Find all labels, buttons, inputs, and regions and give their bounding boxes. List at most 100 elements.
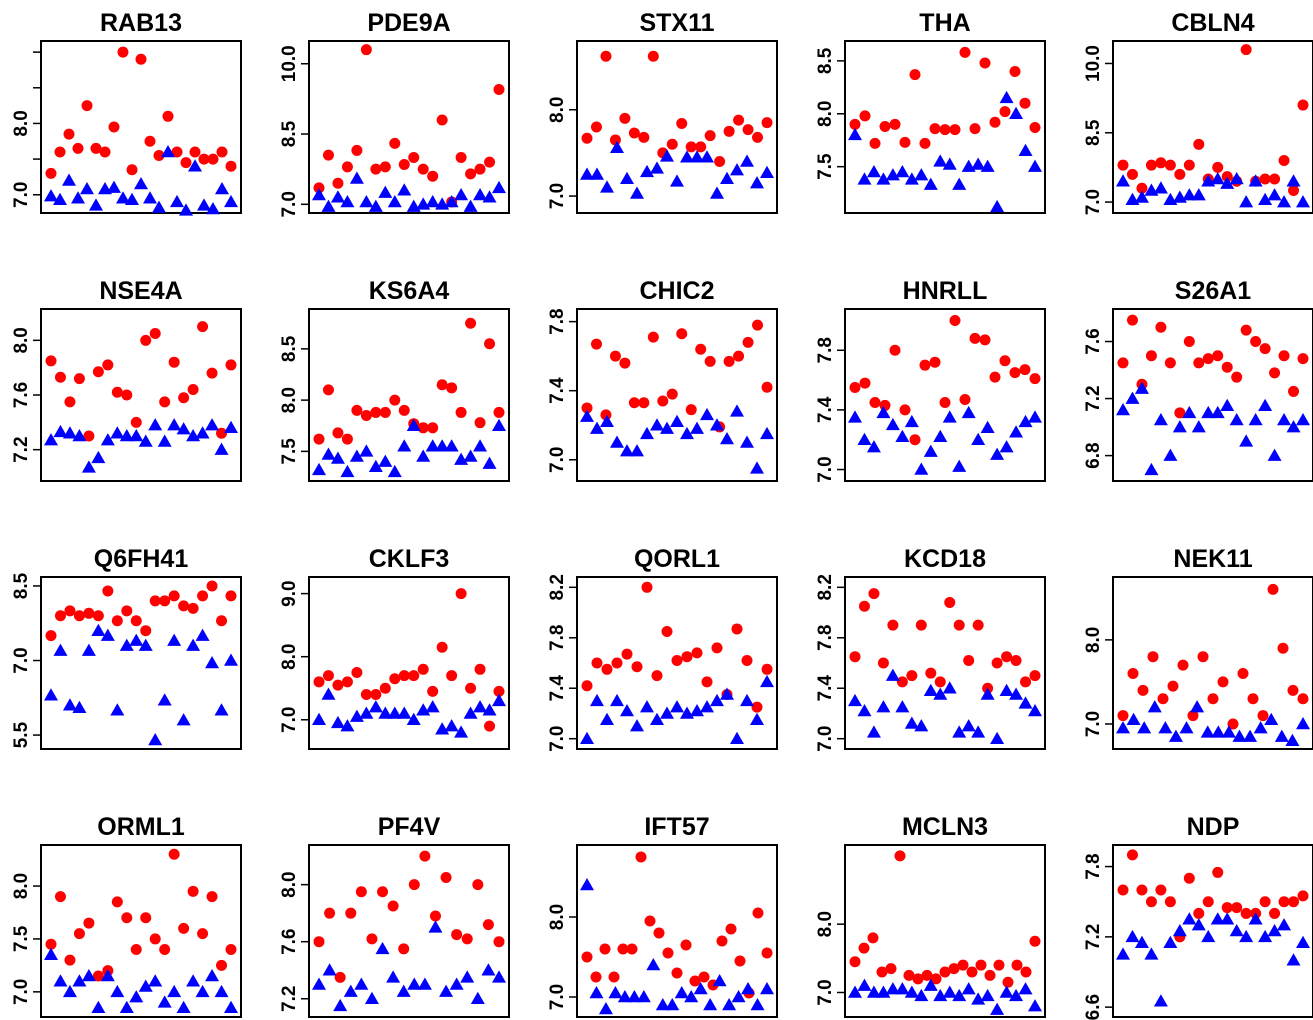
point-blue-triangle-orml1 <box>62 984 77 998</box>
point-blue-triangle-mcln3 <box>1028 999 1042 1012</box>
panel-title-stx11: STX11 <box>639 9 714 37</box>
point-blue-triangle-chic2 <box>760 426 774 440</box>
point-red-circle-nek11 <box>1167 680 1179 692</box>
point-red-circle-s26a1 <box>1212 350 1224 362</box>
point-blue-triangle-mcln3 <box>990 1002 1005 1015</box>
point-red-circle-nse4a <box>45 355 57 367</box>
point-red-circle-cklf3 <box>493 685 505 697</box>
point-red-circle-cklf3 <box>484 720 496 732</box>
point-red-circle-pde9a <box>465 168 477 180</box>
point-red-circle-mcln3 <box>975 959 987 971</box>
point-blue-triangle-nse4a <box>100 433 115 446</box>
point-red-circle-pde9a <box>455 151 467 163</box>
point-blue-triangle-ift57 <box>731 990 746 1003</box>
point-blue-triangle-ks6a4 <box>349 449 364 462</box>
point-blue-triangle-hnrll <box>866 440 881 453</box>
point-red-circle-kcd18 <box>991 657 1003 669</box>
point-red-circle-cklf3 <box>465 682 477 694</box>
point-red-circle-rab13 <box>153 150 165 162</box>
point-blue-triangle-stx11 <box>640 164 654 178</box>
point-red-circle-s26a1 <box>1221 361 1233 373</box>
point-red-circle-orml1 <box>130 944 142 956</box>
point-blue-triangle-tha <box>848 127 862 141</box>
point-red-circle-orml1 <box>225 944 237 956</box>
point-red-circle-rab13 <box>216 146 228 158</box>
point-blue-triangle-ks6a4 <box>321 447 336 460</box>
point-blue-triangle-ndp <box>1201 929 1216 943</box>
point-red-circle-stx11 <box>581 132 593 144</box>
point-red-circle-chic2 <box>666 388 678 400</box>
point-blue-triangle-cbln4 <box>1153 181 1168 194</box>
point-blue-triangle-qorl1 <box>740 693 754 707</box>
point-red-circle-rab13 <box>180 157 192 169</box>
y-tick-label-ift57: 8.0 <box>547 904 568 930</box>
point-blue-triangle-hnrll <box>904 414 919 428</box>
point-blue-triangle-chic2 <box>700 407 714 421</box>
point-blue-triangle-orml1 <box>195 984 210 998</box>
point-red-circle-stx11 <box>609 134 621 146</box>
point-blue-triangle-qorl1 <box>730 731 744 744</box>
point-red-circle-nse4a <box>187 384 199 396</box>
point-red-circle-pf4v <box>440 872 452 884</box>
point-red-circle-hnrll <box>929 356 941 368</box>
point-blue-triangle-mcln3 <box>914 988 929 1002</box>
point-blue-triangle-pde9a <box>349 171 364 184</box>
point-blue-triangle-ift57 <box>760 982 774 995</box>
point-blue-triangle-orml1 <box>148 974 163 987</box>
point-red-circle-cbln4 <box>1136 182 1148 194</box>
plot-frame-mcln3 <box>844 844 1046 1018</box>
point-red-circle-rab13 <box>54 146 66 158</box>
point-red-circle-pf4v <box>355 886 367 898</box>
point-blue-triangle-cbln4 <box>1239 195 1254 208</box>
point-blue-triangle-rab13 <box>107 180 121 193</box>
point-red-circle-nse4a <box>178 392 190 404</box>
y-tick-label-cbln4: 8.5 <box>1083 119 1104 146</box>
y-tick-label-stx11: 8.0 <box>547 97 568 123</box>
point-blue-triangle-ndp <box>1296 935 1310 948</box>
point-red-circle-q6fh41 <box>45 630 57 642</box>
point-red-circle-pde9a <box>389 137 401 149</box>
point-blue-triangle-orml1 <box>91 1000 106 1013</box>
point-blue-triangle-pf4v <box>312 977 326 990</box>
point-red-circle-stx11 <box>676 118 688 130</box>
point-red-circle-kcd18 <box>877 657 889 669</box>
point-blue-triangle-pde9a <box>425 194 440 208</box>
point-red-circle-tha <box>979 57 991 69</box>
point-red-circle-s26a1 <box>1240 324 1252 336</box>
point-blue-triangle-cklf3 <box>321 687 336 700</box>
point-red-circle-hnrll <box>1009 367 1021 379</box>
point-blue-triangle-pde9a <box>482 190 497 203</box>
point-blue-triangle-qorl1 <box>640 700 654 713</box>
point-red-circle-cklf3 <box>408 670 420 682</box>
point-red-circle-ndp <box>1288 896 1300 908</box>
point-red-circle-cklf3 <box>417 663 429 675</box>
point-red-circle-orml1 <box>73 928 85 940</box>
y-tick-label-ks6a4: 7.5 <box>279 438 300 465</box>
point-red-circle-ks6a4 <box>379 406 391 418</box>
plot-frame-cbln4 <box>1112 40 1313 214</box>
point-red-circle-ndp <box>1164 896 1176 908</box>
point-red-circle-qorl1 <box>611 657 623 669</box>
point-blue-triangle-s26a1 <box>1134 381 1149 394</box>
point-red-circle-orml1 <box>121 912 133 924</box>
y-tick-label-cklf3: 8.0 <box>279 643 300 669</box>
point-blue-triangle-ks6a4 <box>330 451 345 464</box>
point-blue-triangle-ks6a4 <box>397 439 412 452</box>
point-red-circle-chic2 <box>581 402 593 414</box>
point-blue-triangle-s26a1 <box>1229 412 1244 426</box>
panel-title-tha: THA <box>919 9 970 37</box>
point-red-circle-ks6a4 <box>332 427 344 439</box>
point-red-circle-ift57 <box>734 955 746 967</box>
point-blue-triangle-cbln4 <box>1267 188 1282 201</box>
point-red-circle-qorl1 <box>641 581 653 593</box>
point-red-circle-ift57 <box>689 975 701 987</box>
point-red-circle-q6fh41 <box>197 590 209 602</box>
point-blue-triangle-tha <box>914 168 929 181</box>
point-blue-triangle-orml1 <box>214 984 229 998</box>
point-blue-triangle-chic2 <box>590 421 604 434</box>
point-red-circle-pf4v <box>334 971 346 983</box>
point-red-circle-stx11 <box>742 124 754 136</box>
point-blue-triangle-pde9a <box>463 199 478 212</box>
point-red-circle-orml1 <box>168 848 180 860</box>
point-blue-triangle-cbln4 <box>1220 176 1235 189</box>
